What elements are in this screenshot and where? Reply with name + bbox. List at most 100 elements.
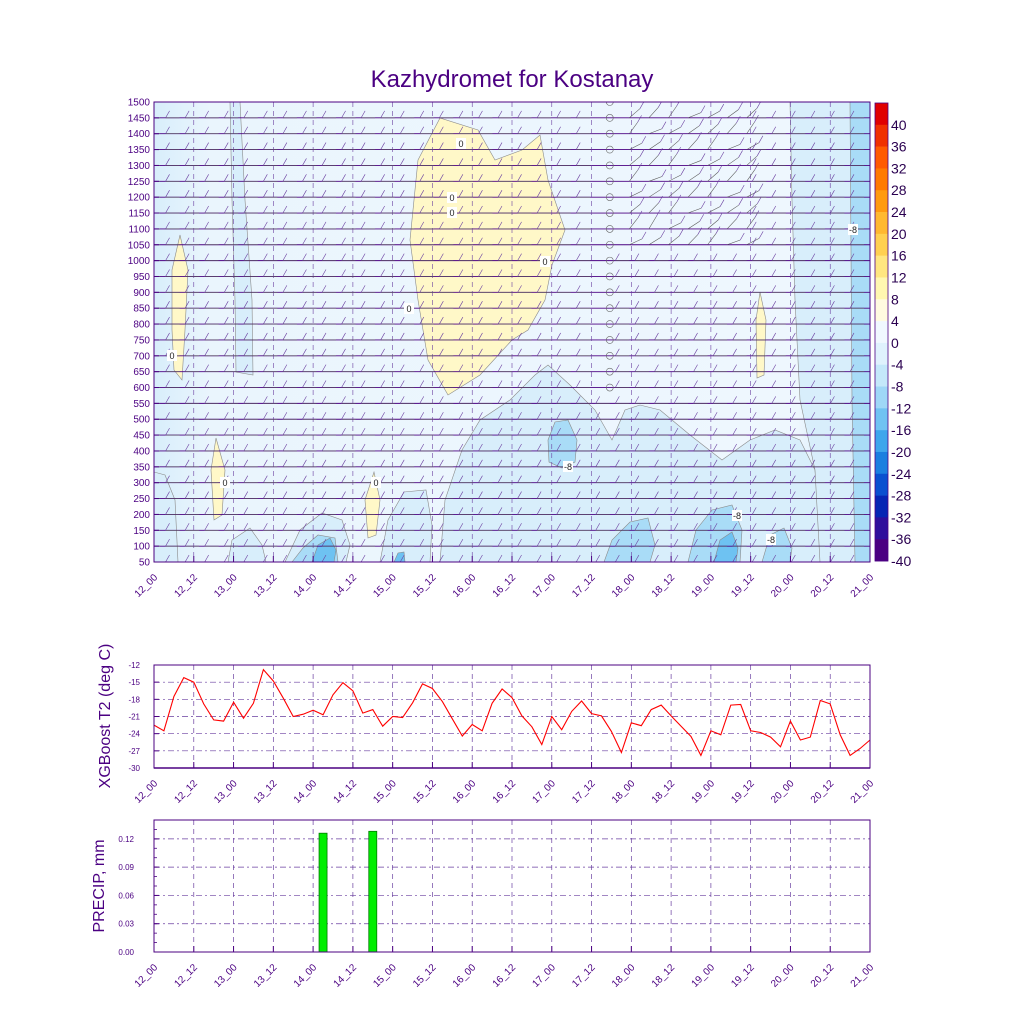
wind-barb-flag xyxy=(478,538,483,547)
colorbar-label: -12 xyxy=(891,400,911,416)
wind-barb-flag xyxy=(536,316,542,325)
wind-barb-flag xyxy=(595,538,601,547)
wind-barb-flag xyxy=(751,427,757,436)
wind-barb-flag xyxy=(341,427,346,436)
wind-barb-flag xyxy=(399,443,405,452)
wind-barb-flag xyxy=(678,181,684,189)
wind-barb-flag xyxy=(204,158,209,166)
wind-barb-flag xyxy=(419,538,425,547)
t2-x-tick-label: 16_00 xyxy=(451,778,479,806)
wind-barb-flag xyxy=(458,221,464,230)
wind-barb-flag xyxy=(771,316,777,325)
precip-x-tick-label: 19_12 xyxy=(729,962,757,990)
wind-barb-shaft xyxy=(707,185,717,198)
precip-y-tick-label: 0.09 xyxy=(118,863,134,872)
wind-barb-flag xyxy=(282,459,288,467)
wind-barb-flag xyxy=(700,105,706,113)
wind-barb-flag xyxy=(204,316,209,325)
wind-barb-flag xyxy=(791,507,796,515)
wind-barb-flag xyxy=(165,158,170,166)
wind-barb-flag xyxy=(458,205,464,214)
wind-barb-flag xyxy=(751,491,757,499)
wind-barb-flag xyxy=(810,491,816,499)
wind-barb-flag xyxy=(243,285,249,293)
wind-barb-flag xyxy=(419,190,425,198)
colorbar-label: -16 xyxy=(891,422,911,438)
wind-barb-flag xyxy=(849,475,855,483)
wind-barb-flag xyxy=(458,412,464,420)
wind-barb-calm xyxy=(605,367,614,376)
wind-barb-flag xyxy=(458,380,464,388)
wind-barb-flag xyxy=(771,554,777,562)
wind-barb-flag xyxy=(556,523,561,531)
wind-barb-flag xyxy=(497,380,503,388)
wind-barb-flag xyxy=(849,142,855,150)
wind-barb-flag xyxy=(810,142,816,150)
precip-bar xyxy=(368,830,378,953)
wind-barb-flag xyxy=(673,554,679,562)
wind-barb-flag xyxy=(517,158,522,166)
wind-barb-shaft xyxy=(707,206,721,214)
wind-barb-shaft xyxy=(648,176,663,182)
wind-barb-flag xyxy=(439,554,444,562)
contour-fill-coldest-2 xyxy=(713,531,739,562)
wind-barb-flag xyxy=(654,380,659,388)
wind-barb-flag xyxy=(204,364,209,372)
wind-barb-flag xyxy=(771,523,777,531)
wind-barb-flag xyxy=(791,110,796,119)
wind-barb-flag xyxy=(637,210,643,219)
cross-section-x-tick-label: 21_00 xyxy=(849,572,877,600)
wind-barb-shaft xyxy=(687,112,702,119)
wind-barb-shaft xyxy=(648,237,661,245)
wind-barb-flag xyxy=(380,523,385,531)
wind-barb-flag xyxy=(497,412,503,420)
wind-barb-flag xyxy=(223,110,229,119)
wind-barb-flag xyxy=(165,205,170,214)
wind-barb-flag xyxy=(439,443,444,452)
wind-barb-flag xyxy=(738,198,743,206)
wind-barb-flag xyxy=(204,221,209,230)
colorbar-swatch xyxy=(875,430,888,453)
wind-barb-flag xyxy=(575,348,581,356)
wind-barb-flag xyxy=(849,110,855,119)
wind-barb-flag xyxy=(165,396,170,404)
wind-barb-flag xyxy=(184,348,190,356)
wind-barb-flag xyxy=(771,427,777,436)
wind-barb-shaft xyxy=(727,239,741,246)
wind-barb-flag xyxy=(517,348,522,356)
wind-barb-flag xyxy=(243,554,249,562)
cross-section-y-tick-label: 1100 xyxy=(128,224,150,235)
wind-barb-flag xyxy=(263,412,268,420)
wind-barb-flag xyxy=(204,269,209,277)
wind-barb-flag xyxy=(849,348,855,356)
wind-barb-flag xyxy=(243,237,249,245)
wind-barb-flag xyxy=(439,396,444,404)
contour-label-background xyxy=(167,350,177,361)
wind-barb-flag xyxy=(165,412,170,420)
wind-barb-flag xyxy=(478,126,483,134)
wind-barb-flag xyxy=(419,301,425,309)
wind-barb-flag xyxy=(849,285,855,293)
wind-barb-flag xyxy=(732,316,737,325)
wind-barb-flag xyxy=(243,142,249,150)
precip-x-tick-label: 16_12 xyxy=(491,962,519,990)
contour-label-background xyxy=(540,256,550,267)
wind-barb-flag xyxy=(830,269,835,277)
wind-barb-flag xyxy=(536,174,542,182)
wind-barb-flag xyxy=(634,380,640,388)
wind-barb-flag xyxy=(322,102,323,103)
wind-barb-flag xyxy=(712,348,718,356)
wind-barb-flag xyxy=(712,396,718,404)
wind-barb-flag xyxy=(360,190,366,198)
wind-barb-flag xyxy=(771,237,777,245)
wind-barb-flag xyxy=(830,364,835,372)
t2-x-tick-label: 14_12 xyxy=(332,778,360,806)
wind-barb-flag xyxy=(223,554,229,562)
contour-label-background xyxy=(766,534,776,545)
wind-barb-flag xyxy=(204,412,209,420)
wind-barb-flag xyxy=(321,269,327,277)
wind-barb-flag xyxy=(302,174,307,182)
wind-barb-flag xyxy=(263,459,268,467)
precip-x-tick-label: 14_00 xyxy=(292,962,320,990)
cross-section-x-tick-label: 14_00 xyxy=(292,572,320,600)
